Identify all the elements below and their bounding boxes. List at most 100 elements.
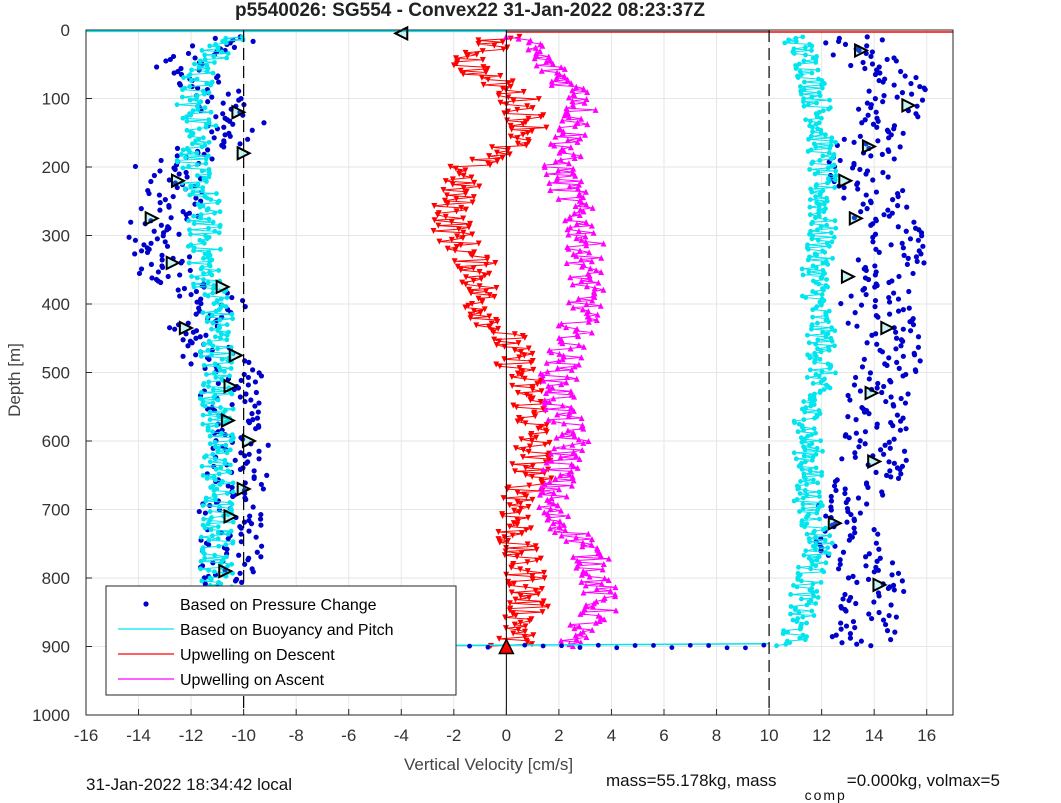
upwelling-ascent-marker [568, 366, 575, 373]
upwelling-ascent-marker [546, 398, 553, 405]
buoyancy-point [815, 337, 821, 343]
x-tick-label: -8 [289, 726, 304, 745]
upwelling-descent-marker [450, 62, 457, 69]
upwelling-descent-marker [467, 220, 474, 227]
pressure-change-point [253, 426, 259, 432]
upwelling-descent-marker [444, 245, 451, 252]
upwelling-ascent-marker [578, 354, 585, 361]
buoyancy-point [210, 400, 216, 406]
upwelling-ascent-marker [565, 113, 572, 120]
pressure-change-point [154, 64, 160, 70]
x-tick-label: 2 [554, 726, 563, 745]
buoyancy-point [192, 61, 197, 67]
pressure-change-point [254, 549, 260, 555]
upwelling-descent-marker [457, 242, 464, 249]
local-time-label: 31-Jan-2022 18:34:42 local [86, 775, 293, 794]
upwelling-ascent-marker [590, 603, 597, 610]
pressure-change-point [884, 628, 891, 634]
upwelling-descent-marker [521, 375, 528, 382]
upwelling-descent-marker [540, 598, 547, 605]
upwelling-descent-marker [486, 313, 493, 320]
upwelling-ascent-marker [586, 272, 593, 279]
pressure-change-point [883, 472, 890, 478]
buoyancy-point [205, 254, 211, 260]
upwelling-ascent-marker [541, 163, 548, 170]
buoyancy-point [806, 269, 812, 275]
pressure-change-point [250, 504, 256, 510]
upwelling-descent-marker [525, 504, 532, 511]
upwelling-descent-marker [478, 74, 485, 81]
upwelling-descent-marker [457, 267, 464, 274]
upwelling-descent-marker [497, 99, 504, 106]
pressure-change-point [851, 139, 857, 145]
upwelling-ascent-marker [583, 96, 590, 103]
upwelling-ascent-marker [573, 220, 580, 227]
buoyancy-point [814, 589, 820, 594]
upwelling-ascent-marker [576, 623, 583, 630]
triangle-marker [901, 97, 917, 113]
upwelling-ascent-marker [568, 482, 575, 489]
upwelling-ascent-marker [515, 35, 522, 42]
upwelling-ascent-marker [565, 231, 572, 238]
buoyancy-point [801, 552, 807, 558]
pressure-change-point [215, 380, 221, 387]
pressure-change-point [843, 608, 849, 614]
buoyancy-point [809, 124, 815, 130]
pressure-change-point [249, 411, 255, 417]
buoyancy-point [817, 356, 823, 362]
buoyancy-point [814, 114, 820, 120]
buoyancy-point [211, 394, 217, 400]
buoyancy-point [212, 370, 217, 376]
buoyancy-point [200, 310, 206, 316]
buoyancy-point [202, 57, 208, 62]
pressure-change-point [864, 501, 870, 507]
pressure-change-point [828, 498, 835, 504]
buoyancy-point [796, 463, 802, 469]
pressure-change-point [168, 215, 174, 221]
upwelling-ascent-marker [569, 169, 576, 176]
buoyancy-point [807, 587, 813, 593]
upwelling-descent-marker [470, 194, 477, 201]
buoyancy-point [833, 168, 839, 174]
upwelling-ascent-marker [573, 564, 580, 571]
x-tick-label: 0 [502, 726, 511, 745]
upwelling-descent-marker [514, 140, 521, 147]
buoyancy-point [801, 99, 806, 105]
pressure-change-point [176, 171, 182, 177]
buoyancy-point [217, 209, 223, 215]
buoyancy-point [201, 516, 207, 522]
buoyancy-point [823, 334, 829, 340]
upwelling-descent-marker [462, 167, 469, 174]
upwelling-ascent-marker [559, 356, 566, 363]
upwelling-ascent-marker [561, 65, 568, 72]
upwelling-ascent-marker [564, 427, 571, 434]
buoyancy-point [201, 271, 206, 276]
buoyancy-point [213, 308, 219, 314]
pressure-change-point [906, 305, 912, 311]
pressure-change-point [264, 472, 270, 478]
upwelling-descent-marker [533, 557, 540, 564]
buoyancy-point [229, 501, 235, 507]
upwelling-descent-marker [491, 293, 498, 300]
pressure-change-point [167, 56, 173, 63]
pressure-change-point [158, 222, 164, 228]
upwelling-descent-marker [541, 569, 548, 576]
buoyancy-point [196, 126, 202, 132]
buoyancy-point [222, 369, 227, 374]
bottom-point [651, 643, 656, 648]
buoyancy-point [223, 304, 229, 310]
upwelling-ascent-marker [574, 464, 581, 471]
pressure-change-point [872, 304, 878, 310]
upwelling-descent-marker [484, 65, 491, 72]
buoyancy-point [828, 230, 834, 236]
buoyancy-point [223, 35, 229, 41]
upwelling-descent-marker [518, 436, 525, 443]
upwelling-descent-marker [514, 370, 521, 377]
pressure-change-point [837, 561, 843, 567]
y-axis-label: Depth [m] [5, 343, 24, 417]
buoyancy-point [809, 457, 815, 463]
pressure-change-point [851, 525, 857, 531]
pressure-change-point [873, 246, 879, 252]
buoyancy-point [197, 58, 203, 64]
buoyancy-point [218, 405, 223, 410]
